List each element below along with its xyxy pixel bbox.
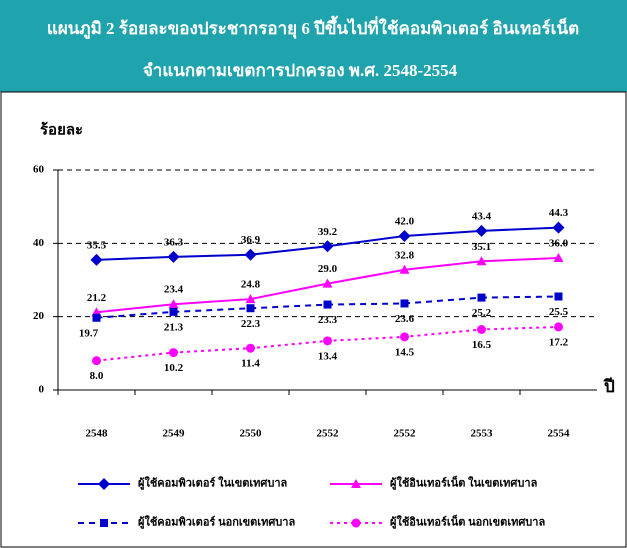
y-tick-label: 0 — [39, 384, 45, 396]
data-label: 24.8 — [241, 279, 261, 291]
y-tick-label: 20 — [33, 310, 45, 322]
x-tick-label: 2550 — [240, 428, 263, 440]
x-tick-label: 2554 — [548, 428, 571, 440]
legend-label: ผู้ใช้อินเทอร์เน็ต ในเขตเทศบาล — [390, 476, 538, 491]
y-axis-label: ร้อยละ — [40, 121, 83, 138]
data-label: 22.3 — [241, 318, 261, 330]
data-label: 23.4 — [164, 284, 184, 296]
chart-frame — [0, 91, 627, 548]
legend-marker — [98, 478, 110, 490]
data-label: 21.2 — [87, 292, 107, 304]
data-label: 21.3 — [164, 321, 184, 333]
data-point — [398, 230, 411, 242]
x-tick-label: 2552 — [317, 428, 340, 440]
data-point — [168, 299, 179, 309]
data-label: 35.5 — [87, 239, 107, 251]
data-point — [554, 322, 563, 332]
x-tick-label: 2549 — [163, 428, 186, 440]
y-tick-label: 40 — [33, 237, 45, 249]
data-label: 36.9 — [241, 234, 261, 246]
data-label: 25.2 — [472, 307, 492, 319]
data-point — [244, 248, 257, 261]
data-label: 14.5 — [395, 346, 415, 358]
data-point — [323, 336, 332, 346]
y-tick-label: 60 — [33, 164, 45, 176]
data-point — [321, 240, 334, 253]
data-point — [400, 299, 409, 308]
data-label: 44.3 — [549, 207, 569, 219]
data-point — [554, 292, 563, 301]
legend-marker — [351, 518, 361, 528]
data-label: 36.0 — [549, 238, 569, 250]
data-label: 25.5 — [549, 306, 569, 318]
legend-marker — [100, 519, 108, 527]
data-label: 29.0 — [318, 263, 338, 275]
chart-title: แผนภูมิ 2 ร้อยละของประชากรอายุ 6 ปีขึ้นไ… — [47, 15, 579, 40]
data-point — [246, 343, 255, 353]
data-point — [477, 293, 486, 302]
legend-marker — [351, 479, 361, 488]
data-label: 17.2 — [549, 336, 569, 348]
data-point — [475, 224, 488, 237]
data-label: 23.3 — [318, 314, 338, 326]
x-axis-label: ปี — [603, 376, 615, 396]
data-label: 42.0 — [395, 216, 415, 228]
x-tick-label: 2548 — [86, 428, 109, 440]
data-label: 8.0 — [90, 370, 104, 382]
data-label: 16.5 — [472, 339, 492, 351]
data-point — [167, 250, 180, 263]
data-label: 39.2 — [318, 226, 338, 238]
data-point — [169, 307, 178, 316]
data-point — [552, 221, 565, 234]
data-label: 36.3 — [164, 236, 184, 248]
data-point — [245, 294, 256, 304]
data-point — [477, 325, 486, 334]
data-point — [92, 356, 101, 366]
data-label: 32.8 — [395, 249, 415, 261]
data-label: 10.2 — [164, 362, 184, 374]
data-point — [90, 253, 103, 266]
x-tick-label: 2553 — [471, 428, 494, 440]
data-label: 23.6 — [395, 313, 415, 325]
x-tick-label: 2552 — [394, 428, 417, 440]
data-label: 43.4 — [472, 210, 492, 222]
data-point — [169, 348, 178, 358]
data-point — [323, 300, 332, 309]
data-point — [322, 278, 333, 288]
legend-label: ผู้ใช้คอมพิวเตอร์ ในเขตเทศบาล — [138, 476, 288, 491]
data-label: 11.4 — [241, 358, 260, 370]
data-point — [400, 332, 409, 342]
data-label: 19.7 — [79, 327, 99, 339]
data-point — [246, 304, 255, 313]
legend-label: ผู้ใช้คอมพิวเตอร์ นอกเขตเทศบาล — [138, 515, 295, 530]
title-banner — [0, 0, 627, 92]
data-point — [476, 256, 487, 266]
data-point — [399, 264, 410, 274]
data-label: 13.4 — [318, 350, 338, 362]
data-label: 35.1 — [472, 241, 491, 253]
data-point — [92, 313, 101, 322]
data-point — [553, 253, 564, 262]
chart-title: จำแนกตามเขตการปกครอง พ.ศ. 2548-2554 — [143, 61, 458, 80]
legend-label: ผู้ใช้อินเทอร์เน็ต นอกเขตเทศบาล — [390, 515, 545, 530]
